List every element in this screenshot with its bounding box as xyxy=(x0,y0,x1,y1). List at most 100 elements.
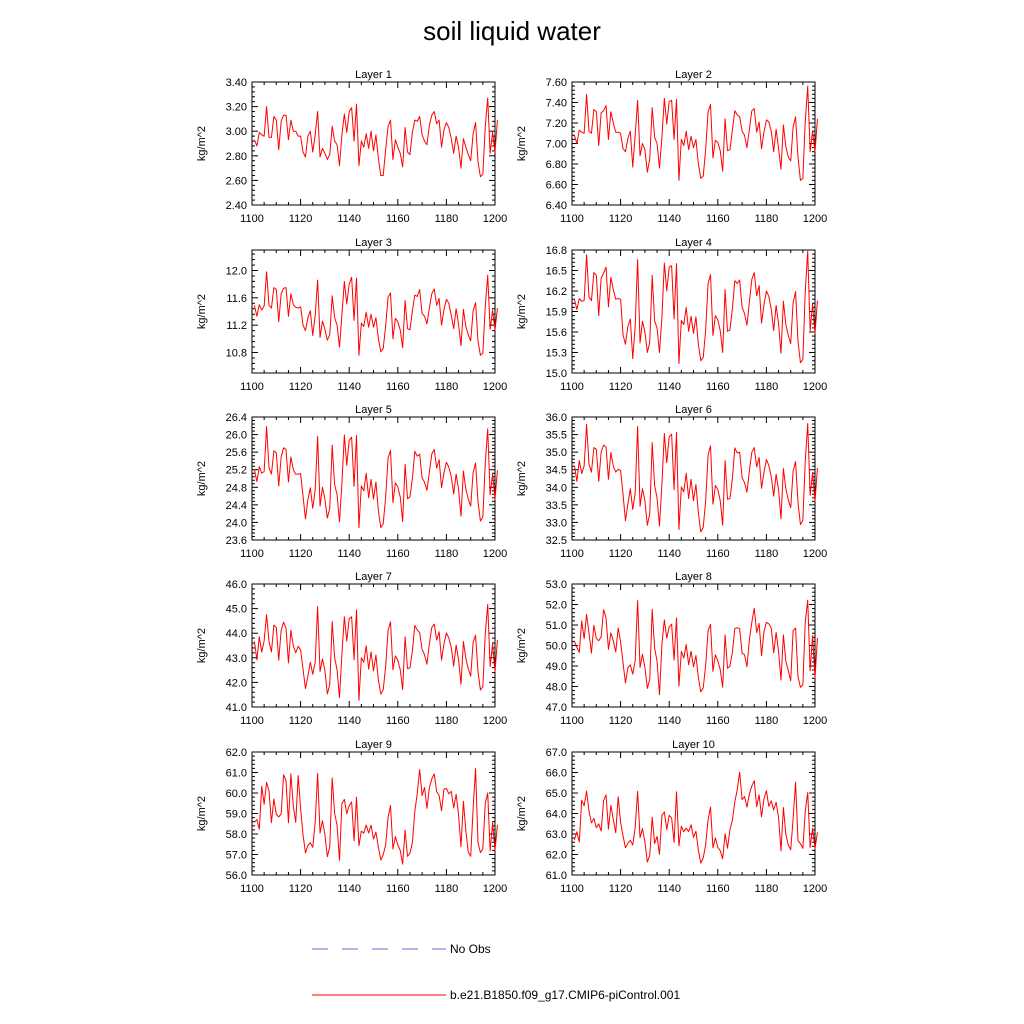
y-axis-label: kg/m^2 xyxy=(516,461,528,496)
legend-label-no-obs: No Obs xyxy=(450,942,491,956)
x-tick-label: 1160 xyxy=(706,715,730,727)
x-tick-label: 1180 xyxy=(435,548,459,560)
x-tick-label: 1140 xyxy=(337,883,361,895)
plot-frame xyxy=(571,249,816,374)
x-tick-label: 1200 xyxy=(803,883,827,895)
y-tick-label: 64.0 xyxy=(546,809,567,821)
y-tick-label: 62.0 xyxy=(546,850,567,862)
y-tick-label: 7.60 xyxy=(546,77,567,89)
y-tick-label: 41.0 xyxy=(226,702,247,714)
x-tick-label: 1140 xyxy=(657,548,681,560)
y-tick-label: 16.8 xyxy=(546,245,567,257)
y-tick-label: 34.0 xyxy=(546,482,567,494)
x-tick-label: 1140 xyxy=(657,883,681,895)
y-tick-label: 26.4 xyxy=(226,412,247,424)
panel-layer-1: Layer 1 kg/m^2 1100 1120 1140 1160 1180 1200 2.4… xyxy=(196,69,507,225)
x-tick-label: 1100 xyxy=(560,715,584,727)
x-tick-label: 1180 xyxy=(435,381,459,393)
y-tick-label: 7.20 xyxy=(546,118,567,130)
x-tick-label: 1180 xyxy=(435,883,459,895)
y-tick-label: 53.0 xyxy=(546,579,567,591)
y-tick-label: 2.40 xyxy=(226,200,247,212)
y-tick-label: 48.0 xyxy=(546,682,567,694)
y-tick-label: 36.0 xyxy=(546,412,567,424)
x-tick-label: 1200 xyxy=(803,715,827,727)
y-axis-label: kg/m^2 xyxy=(196,628,208,663)
y-tick-label: 6.80 xyxy=(546,159,567,171)
y-tick-label: 2.60 xyxy=(226,175,247,187)
y-tick-label: 10.8 xyxy=(226,348,247,360)
x-tick-label: 1180 xyxy=(435,213,459,225)
legend: No Obs b.e21.B1850.f09_g17.CMIP6-piContr… xyxy=(312,942,680,1002)
x-tick-label: 1140 xyxy=(337,381,361,393)
x-tick-label: 1200 xyxy=(483,381,507,393)
plot-frame xyxy=(571,751,816,876)
y-tick-label: 24.0 xyxy=(226,517,247,529)
x-tick-label: 1160 xyxy=(706,883,730,895)
y-tick-label: 50.0 xyxy=(546,641,567,653)
y-tick-label: 35.0 xyxy=(546,447,567,459)
y-axis-label: kg/m^2 xyxy=(196,126,208,161)
panel-layer-10: Layer 10 kg/m^2 1100 1120 1140 1160 1180 1200 61… xyxy=(516,739,827,895)
panel-title: Layer 4 xyxy=(675,237,712,249)
y-tick-label: 35.5 xyxy=(546,430,567,442)
x-tick-label: 1180 xyxy=(755,213,779,225)
plot-frame xyxy=(251,583,496,708)
y-tick-label: 6.40 xyxy=(546,200,567,212)
panel-layer-7: Layer 7 kg/m^2 1100 1120 1140 1160 1180 1200 41.… xyxy=(196,571,507,727)
y-axis-label: kg/m^2 xyxy=(516,628,528,663)
panel-title: Layer 3 xyxy=(355,237,392,249)
x-tick-label: 1120 xyxy=(289,213,313,225)
series-line xyxy=(253,97,498,178)
y-tick-label: 63.0 xyxy=(546,829,567,841)
y-tick-label: 16.5 xyxy=(546,266,567,278)
x-tick-label: 1160 xyxy=(386,548,410,560)
y-tick-label: 65.0 xyxy=(546,788,567,800)
x-tick-label: 1180 xyxy=(755,715,779,727)
y-tick-label: 24.4 xyxy=(226,500,247,512)
y-tick-label: 62.0 xyxy=(226,747,247,759)
y-tick-label: 15.3 xyxy=(546,348,567,360)
x-tick-label: 1160 xyxy=(386,715,410,727)
x-tick-label: 1100 xyxy=(240,548,264,560)
x-tick-label: 1100 xyxy=(240,715,264,727)
x-tick-label: 1160 xyxy=(706,381,730,393)
panel-layer-5: Layer 5 kg/m^2 1100 1120 1140 1160 1180 1200 23.… xyxy=(196,404,507,560)
series-line xyxy=(253,426,498,529)
panel-title: Layer 10 xyxy=(672,739,715,751)
x-tick-label: 1120 xyxy=(609,381,633,393)
x-tick-label: 1200 xyxy=(803,213,827,225)
y-tick-label: 58.0 xyxy=(226,829,247,841)
panel-title: Layer 2 xyxy=(675,69,712,81)
legend-label-model-run: b.e21.B1850.f09_g17.CMIP6-piControl.001 xyxy=(450,988,680,1002)
panel-title: Layer 5 xyxy=(355,404,392,416)
series-line xyxy=(573,85,818,181)
x-tick-label: 1200 xyxy=(483,548,507,560)
y-tick-label: 33.0 xyxy=(546,517,567,529)
x-tick-label: 1100 xyxy=(240,213,264,225)
panel-title: Layer 9 xyxy=(355,739,392,751)
plot-frame xyxy=(571,81,816,206)
y-tick-label: 46.0 xyxy=(226,579,247,591)
x-tick-label: 1120 xyxy=(609,883,633,895)
y-tick-label: 61.0 xyxy=(546,870,567,882)
x-tick-label: 1140 xyxy=(657,381,681,393)
y-tick-label: 43.0 xyxy=(226,653,247,665)
y-tick-label: 45.0 xyxy=(226,604,247,616)
panel-layer-3: Layer 3 kg/m^2 1100 1120 1140 1160 1180 1200 10.… xyxy=(196,237,507,393)
x-tick-label: 1140 xyxy=(657,213,681,225)
y-tick-label: 7.40 xyxy=(546,98,567,110)
x-tick-label: 1100 xyxy=(560,381,584,393)
y-tick-label: 52.0 xyxy=(546,600,567,612)
x-tick-label: 1120 xyxy=(289,715,313,727)
x-tick-label: 1200 xyxy=(803,381,827,393)
panel-layer-8: Layer 8 kg/m^2 1100 1120 1140 1160 1180 1200 47.… xyxy=(516,571,827,727)
y-tick-label: 49.0 xyxy=(546,661,567,673)
x-tick-label: 1140 xyxy=(657,715,681,727)
chart-title: soil liquid water xyxy=(423,16,601,46)
x-tick-label: 1160 xyxy=(386,883,410,895)
x-tick-label: 1160 xyxy=(386,213,410,225)
series-line xyxy=(573,250,818,364)
panel-layer-4: Layer 4 kg/m^2 1100 1120 1140 1160 1180 1200 15.… xyxy=(516,237,827,393)
